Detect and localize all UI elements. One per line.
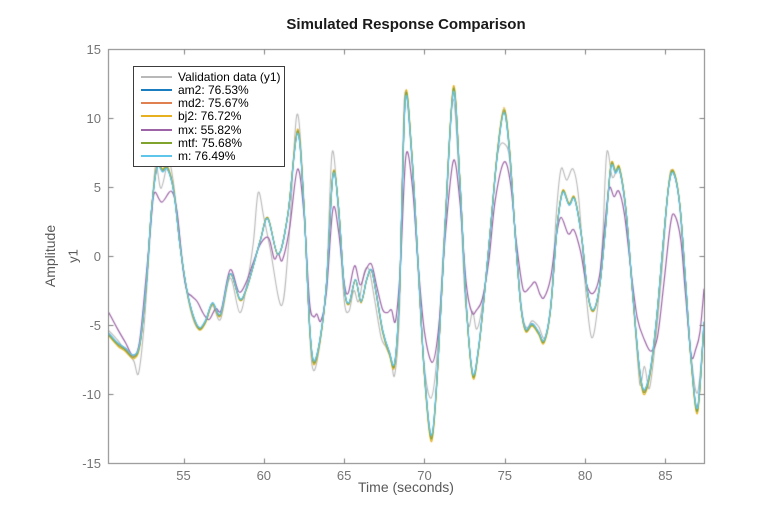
- y-tick-label: -10: [82, 387, 101, 402]
- legend-swatch: [141, 102, 172, 105]
- legend-swatch: [141, 128, 172, 131]
- legend-item-bj2[interactable]: bj2: 76.72%: [134, 109, 284, 124]
- x-tick-label: 80: [577, 468, 593, 483]
- x-tick-label: 65: [336, 468, 352, 483]
- y-axis-label: Amplitude: [42, 224, 58, 288]
- y-tick-label: -15: [82, 456, 101, 471]
- legend-swatch: [141, 142, 172, 145]
- y-tick-label: 5: [93, 180, 101, 195]
- legend-label: am2: 76.53%: [178, 82, 249, 97]
- legend[interactable]: Validation data (y1) am2: 76.53% md2: 75.6…: [133, 66, 285, 167]
- chart-title: Simulated Response Comparison: [286, 16, 526, 33]
- legend-item-mx[interactable]: mx: 55.82%: [134, 122, 284, 137]
- y-tick-label: 10: [86, 111, 101, 126]
- y-tick-label: 15: [86, 42, 101, 57]
- x-tick-label: 60: [256, 468, 272, 483]
- y-tick-label: 0: [93, 249, 101, 264]
- legend-item-validation[interactable]: Validation data (y1): [134, 69, 284, 84]
- x-axis-label: Time (seconds): [358, 479, 454, 495]
- legend-swatch: [141, 155, 172, 158]
- legend-label: Validation data (y1): [178, 69, 281, 84]
- legend-swatch: [141, 75, 172, 78]
- legend-swatch: [141, 88, 172, 91]
- legend-item-mtf[interactable]: mtf: 75.68%: [134, 136, 284, 151]
- legend-swatch: [141, 115, 172, 118]
- legend-item-md2[interactable]: md2: 75.67%: [134, 96, 284, 111]
- x-tick-label: 75: [497, 468, 513, 483]
- x-tick-label: 85: [658, 468, 673, 483]
- legend-label: bj2: 76.72%: [178, 109, 242, 124]
- legend-item-am2[interactable]: am2: 76.53%: [134, 82, 284, 97]
- y-tick-label: -5: [89, 318, 101, 333]
- legend-item-m[interactable]: m: 76.49%: [134, 149, 284, 164]
- legend-label: mtf: 75.68%: [178, 136, 243, 151]
- legend-label: md2: 75.67%: [178, 96, 249, 111]
- legend-label: m: 76.49%: [178, 149, 236, 164]
- x-tick-label: 55: [176, 468, 191, 483]
- x-tick-label: 70: [417, 468, 432, 483]
- legend-label: mx: 55.82%: [178, 122, 242, 137]
